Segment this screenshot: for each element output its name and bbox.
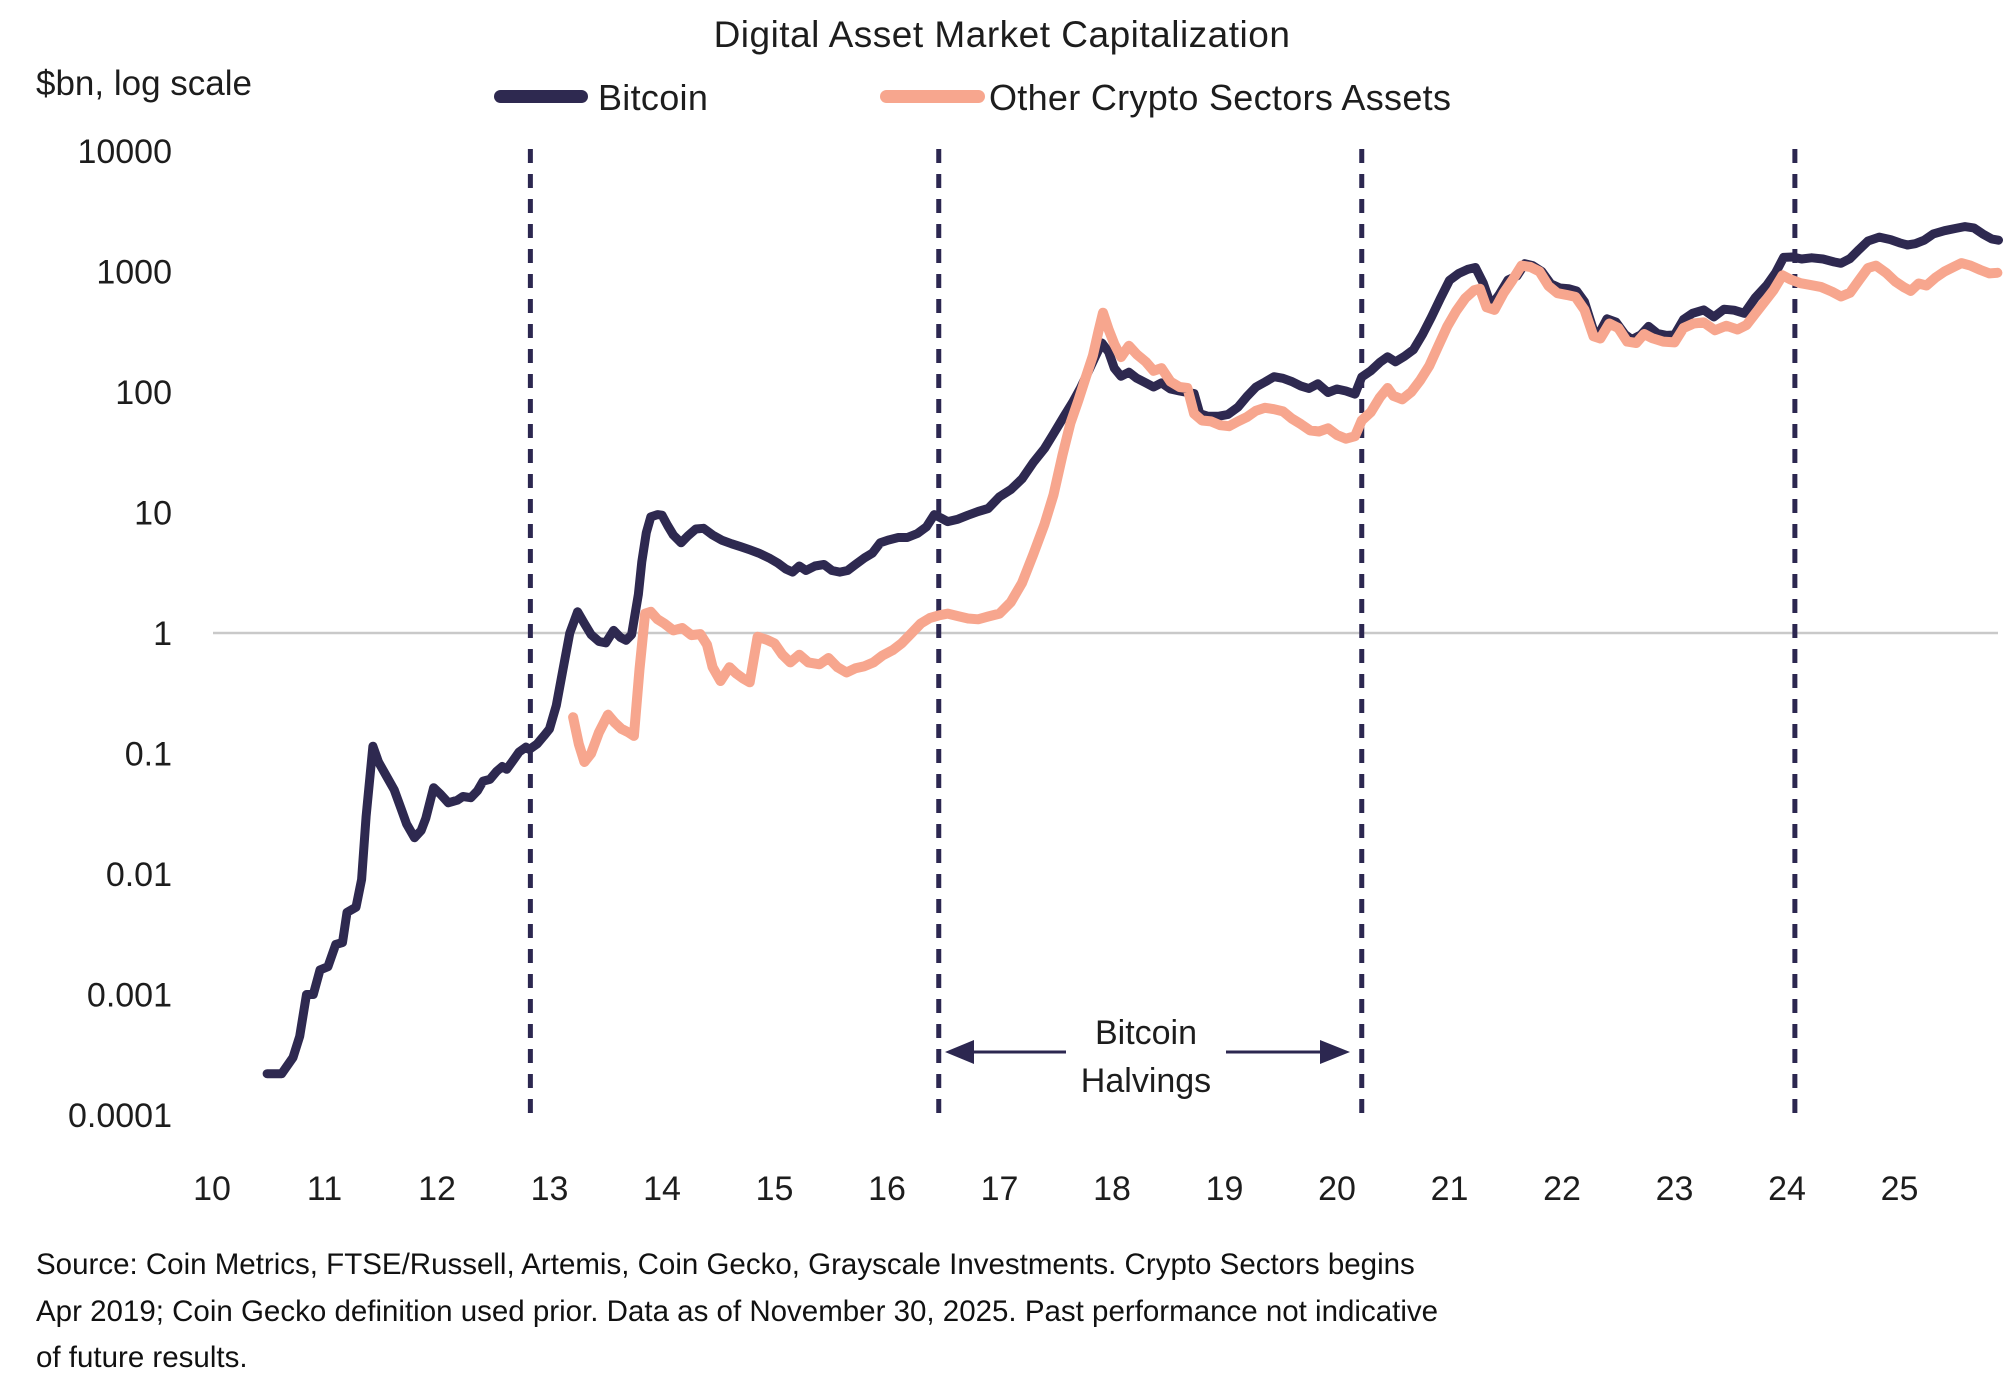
- x-tick-label: 15: [756, 1170, 794, 1208]
- source-line-3: of future results.: [36, 1341, 248, 1374]
- x-tick-label: 10: [193, 1170, 231, 1208]
- y-tick-label: 10: [134, 495, 172, 533]
- y-tick-label: 1: [153, 615, 172, 653]
- x-tick-label: 11: [307, 1170, 342, 1208]
- y-tick-label: 0.0001: [68, 1097, 172, 1135]
- legend-swatch-bitcoin: [494, 90, 588, 103]
- y-axis-unit-label: $bn, log scale: [36, 64, 252, 103]
- x-tick-label: 13: [531, 1170, 569, 1208]
- x-tick-label: 24: [1768, 1170, 1806, 1208]
- y-tick-label: 1000: [96, 254, 172, 292]
- x-tick-label: 20: [1318, 1170, 1356, 1208]
- legend-label-other-crypto: Other Crypto Sectors Assets: [989, 77, 1452, 118]
- y-tick-label: 0.001: [87, 977, 172, 1015]
- source-line-2: Apr 2019; Coin Gecko definition used pri…: [36, 1294, 1439, 1328]
- legend-label-bitcoin: Bitcoin: [598, 77, 709, 118]
- source-line-1: Source: Coin Metrics, FTSE/Russell, Arte…: [36, 1248, 1415, 1281]
- y-tick-label: 10000: [77, 133, 172, 171]
- source-note: Source: Coin Metrics, FTSE/Russell, Arte…: [36, 1242, 1976, 1382]
- x-tick-label: 17: [981, 1170, 1019, 1208]
- halving-arrow-left-head: [945, 1040, 974, 1064]
- x-tick-label: 14: [643, 1170, 681, 1208]
- y-tick-label: 0.1: [125, 736, 172, 774]
- halving-annotation-line2: Halvings: [1081, 1062, 1211, 1100]
- y-tick-label: 100: [115, 374, 172, 412]
- y-tick-label: 0.01: [106, 856, 172, 894]
- x-tick-label: 18: [1093, 1170, 1131, 1208]
- chart-title: Digital Asset Market Capitalization: [713, 14, 1291, 55]
- x-tick-label: 21: [1431, 1170, 1469, 1208]
- halving-annotation-line1: Bitcoin: [1095, 1014, 1197, 1052]
- x-tick-label: 16: [868, 1170, 906, 1208]
- x-tick-label: 23: [1656, 1170, 1694, 1208]
- other-crypto-line: [568, 258, 2003, 767]
- x-tick-label: 12: [418, 1170, 456, 1208]
- x-tick-label: 22: [1543, 1170, 1581, 1208]
- halving-arrow-right-head: [1320, 1040, 1350, 1064]
- x-tick-label: 25: [1881, 1170, 1919, 1208]
- legend-swatch-other-crypto: [880, 90, 985, 103]
- x-tick-label: 19: [1206, 1170, 1244, 1208]
